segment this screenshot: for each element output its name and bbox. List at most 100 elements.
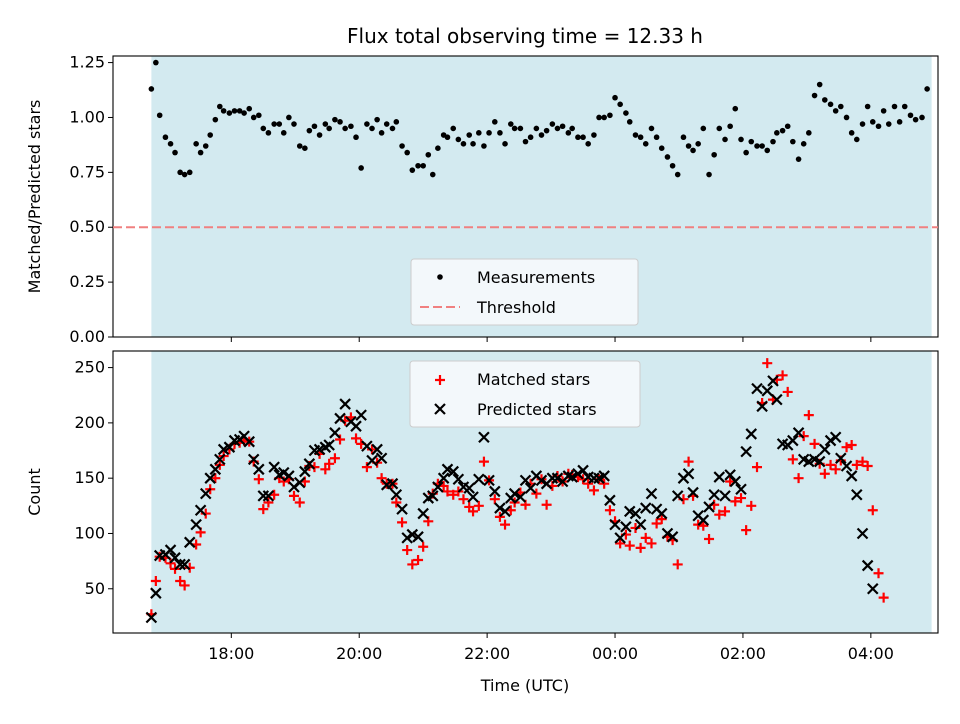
measurement-point <box>348 123 354 130</box>
measurement-point <box>527 134 534 141</box>
predicted-star-point <box>813 455 826 468</box>
measurement-point <box>429 171 436 178</box>
predicted-star-point <box>150 587 162 599</box>
predicted-star-point <box>174 558 186 571</box>
x-tick-label: 18:00 <box>208 644 254 663</box>
measurement-point <box>827 101 834 108</box>
matched-star-point <box>263 497 274 508</box>
predicted-star-point <box>519 474 532 487</box>
matched-star-point <box>165 558 176 569</box>
matched-star-point <box>683 456 694 467</box>
measurement-point <box>716 125 723 132</box>
predicted-star-point <box>524 482 537 494</box>
plot-frame <box>112 55 939 338</box>
predicted-star-point <box>303 458 316 470</box>
measurement-point <box>172 149 178 156</box>
predicted-star-point <box>412 531 424 543</box>
predicted-star-point <box>829 431 842 444</box>
measurement-point <box>369 125 375 132</box>
matched-star-point <box>720 506 731 517</box>
x-tick-label: 04:00 <box>848 644 894 663</box>
measurement-point <box>907 112 914 119</box>
measurement-point <box>193 141 199 147</box>
y-tick-label: 150 <box>74 468 105 487</box>
predicted-star-point <box>371 443 383 456</box>
measurement-point <box>207 132 214 138</box>
measurement-point <box>435 145 441 152</box>
legend-label-predicted: Predicted stars <box>477 400 597 419</box>
measurement-point <box>389 125 396 132</box>
measurement-point <box>202 143 209 149</box>
measurement-point <box>559 123 566 130</box>
measurement-point <box>832 108 839 114</box>
predicted-star-point <box>489 485 501 498</box>
matched-star-point <box>294 497 305 508</box>
matched-star-point <box>725 476 736 487</box>
measurement-point <box>779 127 786 134</box>
matched-star-point <box>846 440 857 450</box>
legend <box>409 360 641 428</box>
y-tick-label: 0.75 <box>69 162 105 181</box>
predicted-star-point <box>840 460 853 472</box>
predicted-star-point <box>277 466 290 479</box>
x-tick-label: 22:00 <box>464 644 510 663</box>
predicted-star-point <box>645 487 658 500</box>
measurement-point <box>891 103 898 110</box>
measurement-point <box>924 86 930 92</box>
measurement-point <box>502 141 508 147</box>
measurement-point <box>265 130 272 136</box>
measurement-point <box>286 114 292 121</box>
predicted-star-point <box>856 527 869 540</box>
predicted-star-point <box>713 471 726 483</box>
measurement-point <box>450 125 457 132</box>
measurement-point <box>580 134 586 141</box>
matched-star-point <box>762 358 773 369</box>
matched-star-point <box>210 473 221 484</box>
predicted-star-point <box>366 454 378 467</box>
predicted-star-point <box>145 611 158 624</box>
measurement-point <box>364 121 370 127</box>
predicted-star-point <box>767 375 779 387</box>
predicted-star-point <box>178 558 191 571</box>
y-axis-label: Count <box>25 468 44 516</box>
matched-star-point <box>640 532 651 543</box>
measurement-point <box>680 134 687 141</box>
measurement-point <box>685 143 692 149</box>
y-tick-label: 0.25 <box>69 272 105 291</box>
predicted-star-point <box>661 527 674 540</box>
measurement-point <box>864 103 871 110</box>
matched-star-point <box>329 453 340 464</box>
measurement-point <box>919 114 925 121</box>
measurement-point <box>177 169 183 176</box>
predicted-star-point <box>614 532 626 544</box>
legend-marker-matched <box>435 375 445 385</box>
measurement-point <box>591 132 597 138</box>
predicted-star-point <box>204 472 216 484</box>
predicted-star-point <box>190 518 202 531</box>
matched-star-point <box>473 500 484 511</box>
measurement-point <box>383 121 390 127</box>
y-tick-label: 100 <box>74 523 105 542</box>
matched-star-point <box>656 514 667 525</box>
measurement-point <box>706 171 712 178</box>
matched-star-point <box>179 580 190 591</box>
predicted-star-point <box>432 481 444 493</box>
matched-star-point <box>698 520 709 531</box>
predicted-star-point <box>262 490 275 502</box>
measurement-point <box>276 121 283 127</box>
measurement-point <box>181 171 188 178</box>
measurement-point <box>754 143 760 149</box>
matched-star-point <box>324 458 335 469</box>
predicted-star-point <box>708 488 720 501</box>
matched-star-point <box>442 486 453 497</box>
predicted-star-point <box>751 382 763 395</box>
measurement-point <box>353 134 359 141</box>
measurement-point <box>271 121 277 127</box>
predicted-star-point <box>639 502 652 514</box>
measurement-point <box>322 121 329 127</box>
predicted-star-point <box>209 463 222 476</box>
predicted-star-point <box>634 518 647 531</box>
matched-star-point <box>407 559 418 570</box>
measurement-point <box>822 97 828 103</box>
measurement-point <box>575 134 581 141</box>
